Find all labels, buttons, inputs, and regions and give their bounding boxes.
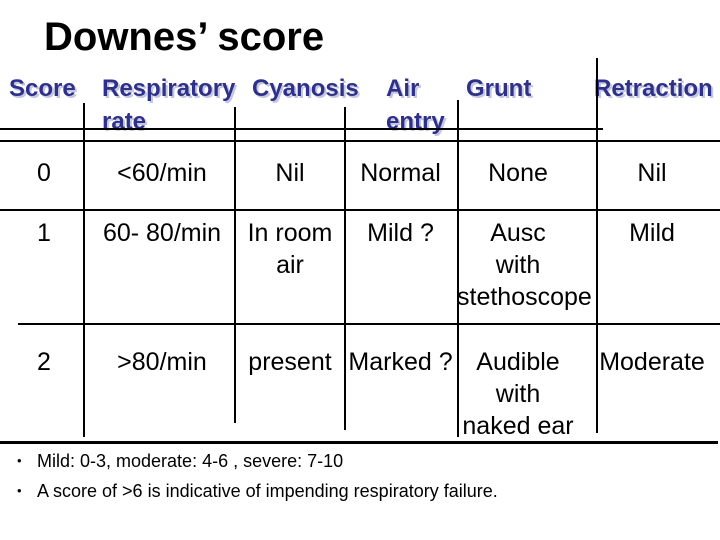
- bullet-icon: •: [17, 483, 22, 498]
- table-cell-respiratory-rate-0: <60/min: [117, 159, 207, 187]
- footnote-failure-threshold: • A score of >6 is indicative of impendi…: [14, 476, 714, 506]
- column-header-grunt: Grunt: [466, 75, 532, 102]
- column-header-air-entry: Air entry: [386, 75, 445, 135]
- slide-title: Downes’ score: [44, 15, 325, 59]
- table-cell-air-entry-2: Marked ?: [348, 348, 453, 376]
- divider-line-col-air-entry: [457, 100, 459, 437]
- table-cell-respiratory-rate-2: >80/min: [117, 348, 207, 376]
- divider-line-col-score: [83, 103, 85, 437]
- table-cell-cyanosis-0: Nil: [275, 159, 305, 187]
- table-cell-air-entry-0: Normal: [360, 159, 441, 187]
- bullet-icon: •: [17, 453, 22, 468]
- footnote-text: A score of >6 is indicative of impending…: [37, 481, 498, 501]
- footnote-text: Mild: 0-3, moderate: 4-6 , severe: 7-10: [37, 451, 344, 471]
- column-header-retraction: Retraction: [594, 75, 713, 102]
- table-cell-retraction-0: Nil: [637, 159, 667, 187]
- table-cell-retraction-1: Mild: [629, 219, 675, 247]
- table-cell-respiratory-rate-1: 60- 80/min: [102, 219, 222, 247]
- footnotes: • Mild: 0-3, moderate: 4-6 , severe: 7-1…: [14, 446, 714, 506]
- table-cell-grunt-2: Audible with naked ear: [462, 348, 574, 440]
- divider-line-col-respiratory: [234, 107, 236, 423]
- table-cell-grunt-0: None: [488, 159, 548, 187]
- divider-line-row1-bottom: [18, 323, 720, 325]
- divider-line-col-cyanosis: [344, 107, 346, 430]
- divider-line-row0-bottom: [0, 209, 720, 211]
- column-header-score: Score: [9, 75, 76, 102]
- divider-line-header-upper: [0, 128, 603, 130]
- column-header-respiratory-rate: Respiratory rate: [102, 75, 236, 135]
- table-cell-score-1: 1: [37, 219, 51, 247]
- table-cell-cyanosis-2: present: [248, 348, 332, 376]
- table-cell-grunt-1: Ausc with stethoscope: [457, 219, 592, 311]
- footnote-severity-ranges: • Mild: 0-3, moderate: 4-6 , severe: 7-1…: [14, 446, 714, 476]
- divider-line-header-lower: [0, 140, 720, 142]
- column-header-cyanosis: Cyanosis: [252, 75, 359, 102]
- divider-line-col-grunt: [596, 58, 598, 433]
- divider-line-table-bottom: [0, 441, 718, 444]
- table-cell-score-0: 0: [37, 159, 51, 187]
- table-cell-score-2: 2: [37, 348, 51, 376]
- table-cell-retraction-2: Moderate: [599, 348, 705, 376]
- table-cell-cyanosis-1: In room air: [247, 219, 333, 279]
- table-cell-air-entry-1: Mild ?: [367, 219, 434, 247]
